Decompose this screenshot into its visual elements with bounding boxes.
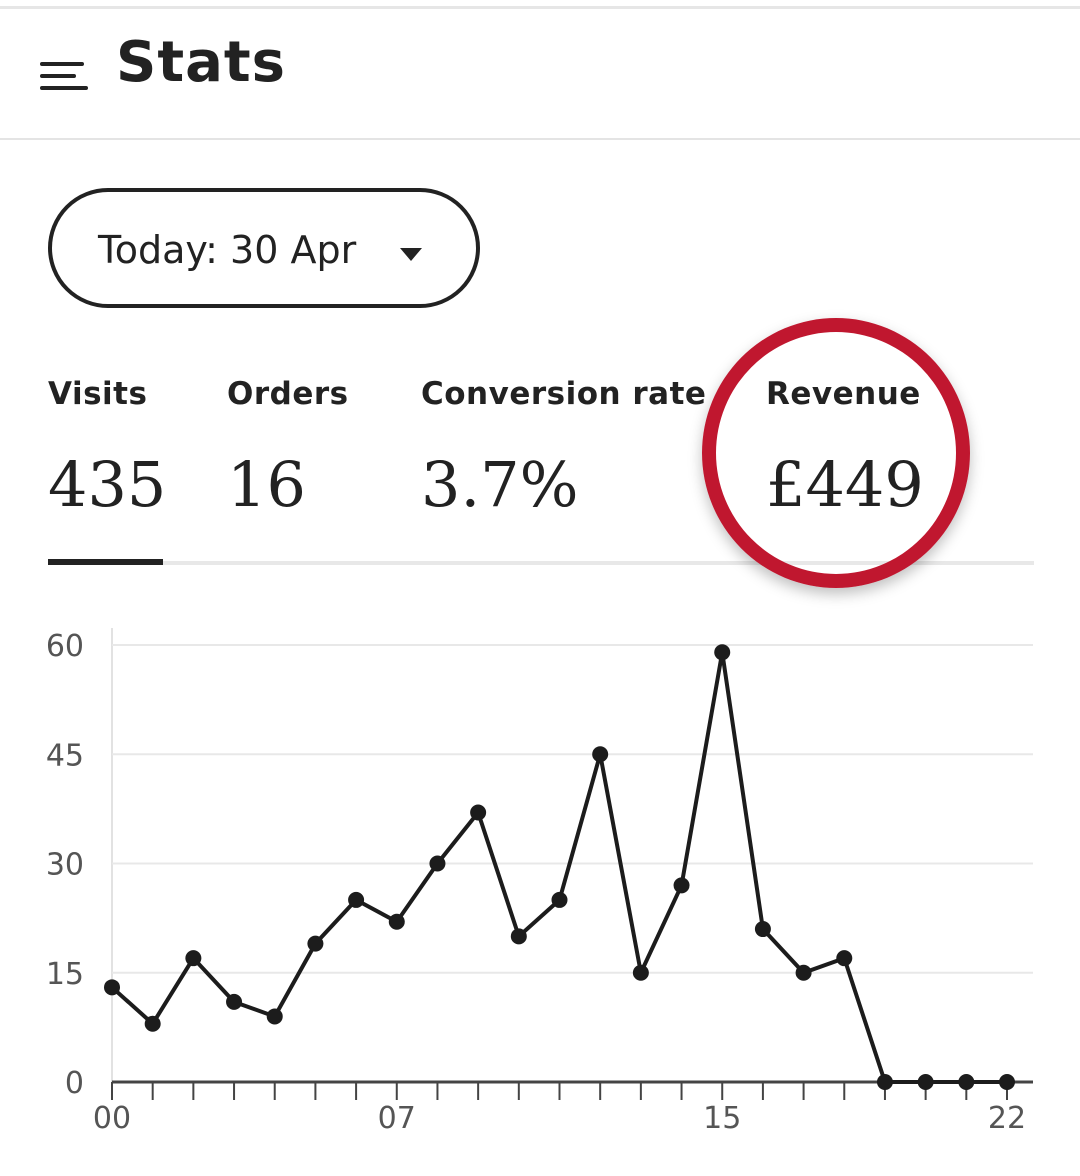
data-point bbox=[185, 950, 202, 967]
data-point bbox=[795, 964, 812, 981]
metric-value: 16 bbox=[227, 448, 306, 521]
data-point bbox=[266, 1008, 283, 1025]
data-point bbox=[388, 913, 405, 930]
data-point bbox=[226, 993, 243, 1010]
data-point bbox=[510, 928, 527, 945]
x-tick-label: 15 bbox=[703, 1101, 741, 1136]
caret-down-icon bbox=[400, 248, 422, 261]
x-tick-label: 00 bbox=[93, 1101, 131, 1136]
y-tick-label: 30 bbox=[46, 848, 84, 883]
menu-icon[interactable] bbox=[40, 58, 90, 94]
app-header: Stats bbox=[0, 6, 1080, 140]
data-point bbox=[551, 891, 568, 908]
data-point bbox=[673, 877, 690, 894]
y-tick-label: 45 bbox=[46, 738, 84, 773]
series-line bbox=[110, 651, 1007, 1084]
x-tick-label: 07 bbox=[378, 1101, 416, 1136]
data-point bbox=[470, 804, 487, 821]
x-tick-label: 22 bbox=[988, 1101, 1026, 1136]
y-tick-label: 60 bbox=[46, 629, 84, 664]
metric-tab-conversion-rate[interactable]: Conversion rate 3.7% bbox=[421, 376, 706, 521]
data-point bbox=[348, 891, 365, 908]
metric-tab-orders[interactable]: Orders 16 bbox=[227, 376, 349, 521]
top-divider bbox=[0, 0, 1080, 9]
y-tick-label: 0 bbox=[65, 1066, 84, 1101]
revenue-highlight-circle bbox=[702, 318, 970, 588]
metric-value: 435 bbox=[48, 448, 167, 521]
data-point bbox=[632, 964, 649, 981]
data-point bbox=[958, 1074, 975, 1090]
data-point bbox=[144, 1015, 161, 1032]
date-filter-button[interactable]: Today: 30 Apr bbox=[48, 188, 480, 308]
data-point bbox=[876, 1074, 893, 1090]
data-point bbox=[104, 979, 120, 996]
data-point bbox=[307, 935, 324, 952]
data-point bbox=[917, 1074, 934, 1090]
y-tick-label: 15 bbox=[46, 957, 84, 992]
visits-line-chart: 0 15 30 45 60 00 07 15 22 bbox=[46, 628, 1033, 1136]
metric-value: 3.7% bbox=[421, 448, 579, 521]
data-point bbox=[999, 1074, 1015, 1090]
date-filter-label: Today: 30 Apr bbox=[98, 228, 357, 272]
data-point bbox=[592, 746, 609, 763]
tab-track bbox=[48, 561, 1034, 565]
metric-tab-visits[interactable]: Visits 435 bbox=[48, 376, 166, 521]
page-title: Stats bbox=[116, 30, 286, 95]
data-point bbox=[836, 950, 853, 967]
active-tab-indicator bbox=[48, 559, 163, 565]
data-point bbox=[714, 644, 731, 661]
metric-label: Visits bbox=[48, 376, 148, 412]
metric-label: Orders bbox=[227, 376, 349, 412]
data-point bbox=[754, 921, 771, 938]
data-point bbox=[429, 855, 446, 872]
metric-label: Conversion rate bbox=[421, 376, 707, 412]
